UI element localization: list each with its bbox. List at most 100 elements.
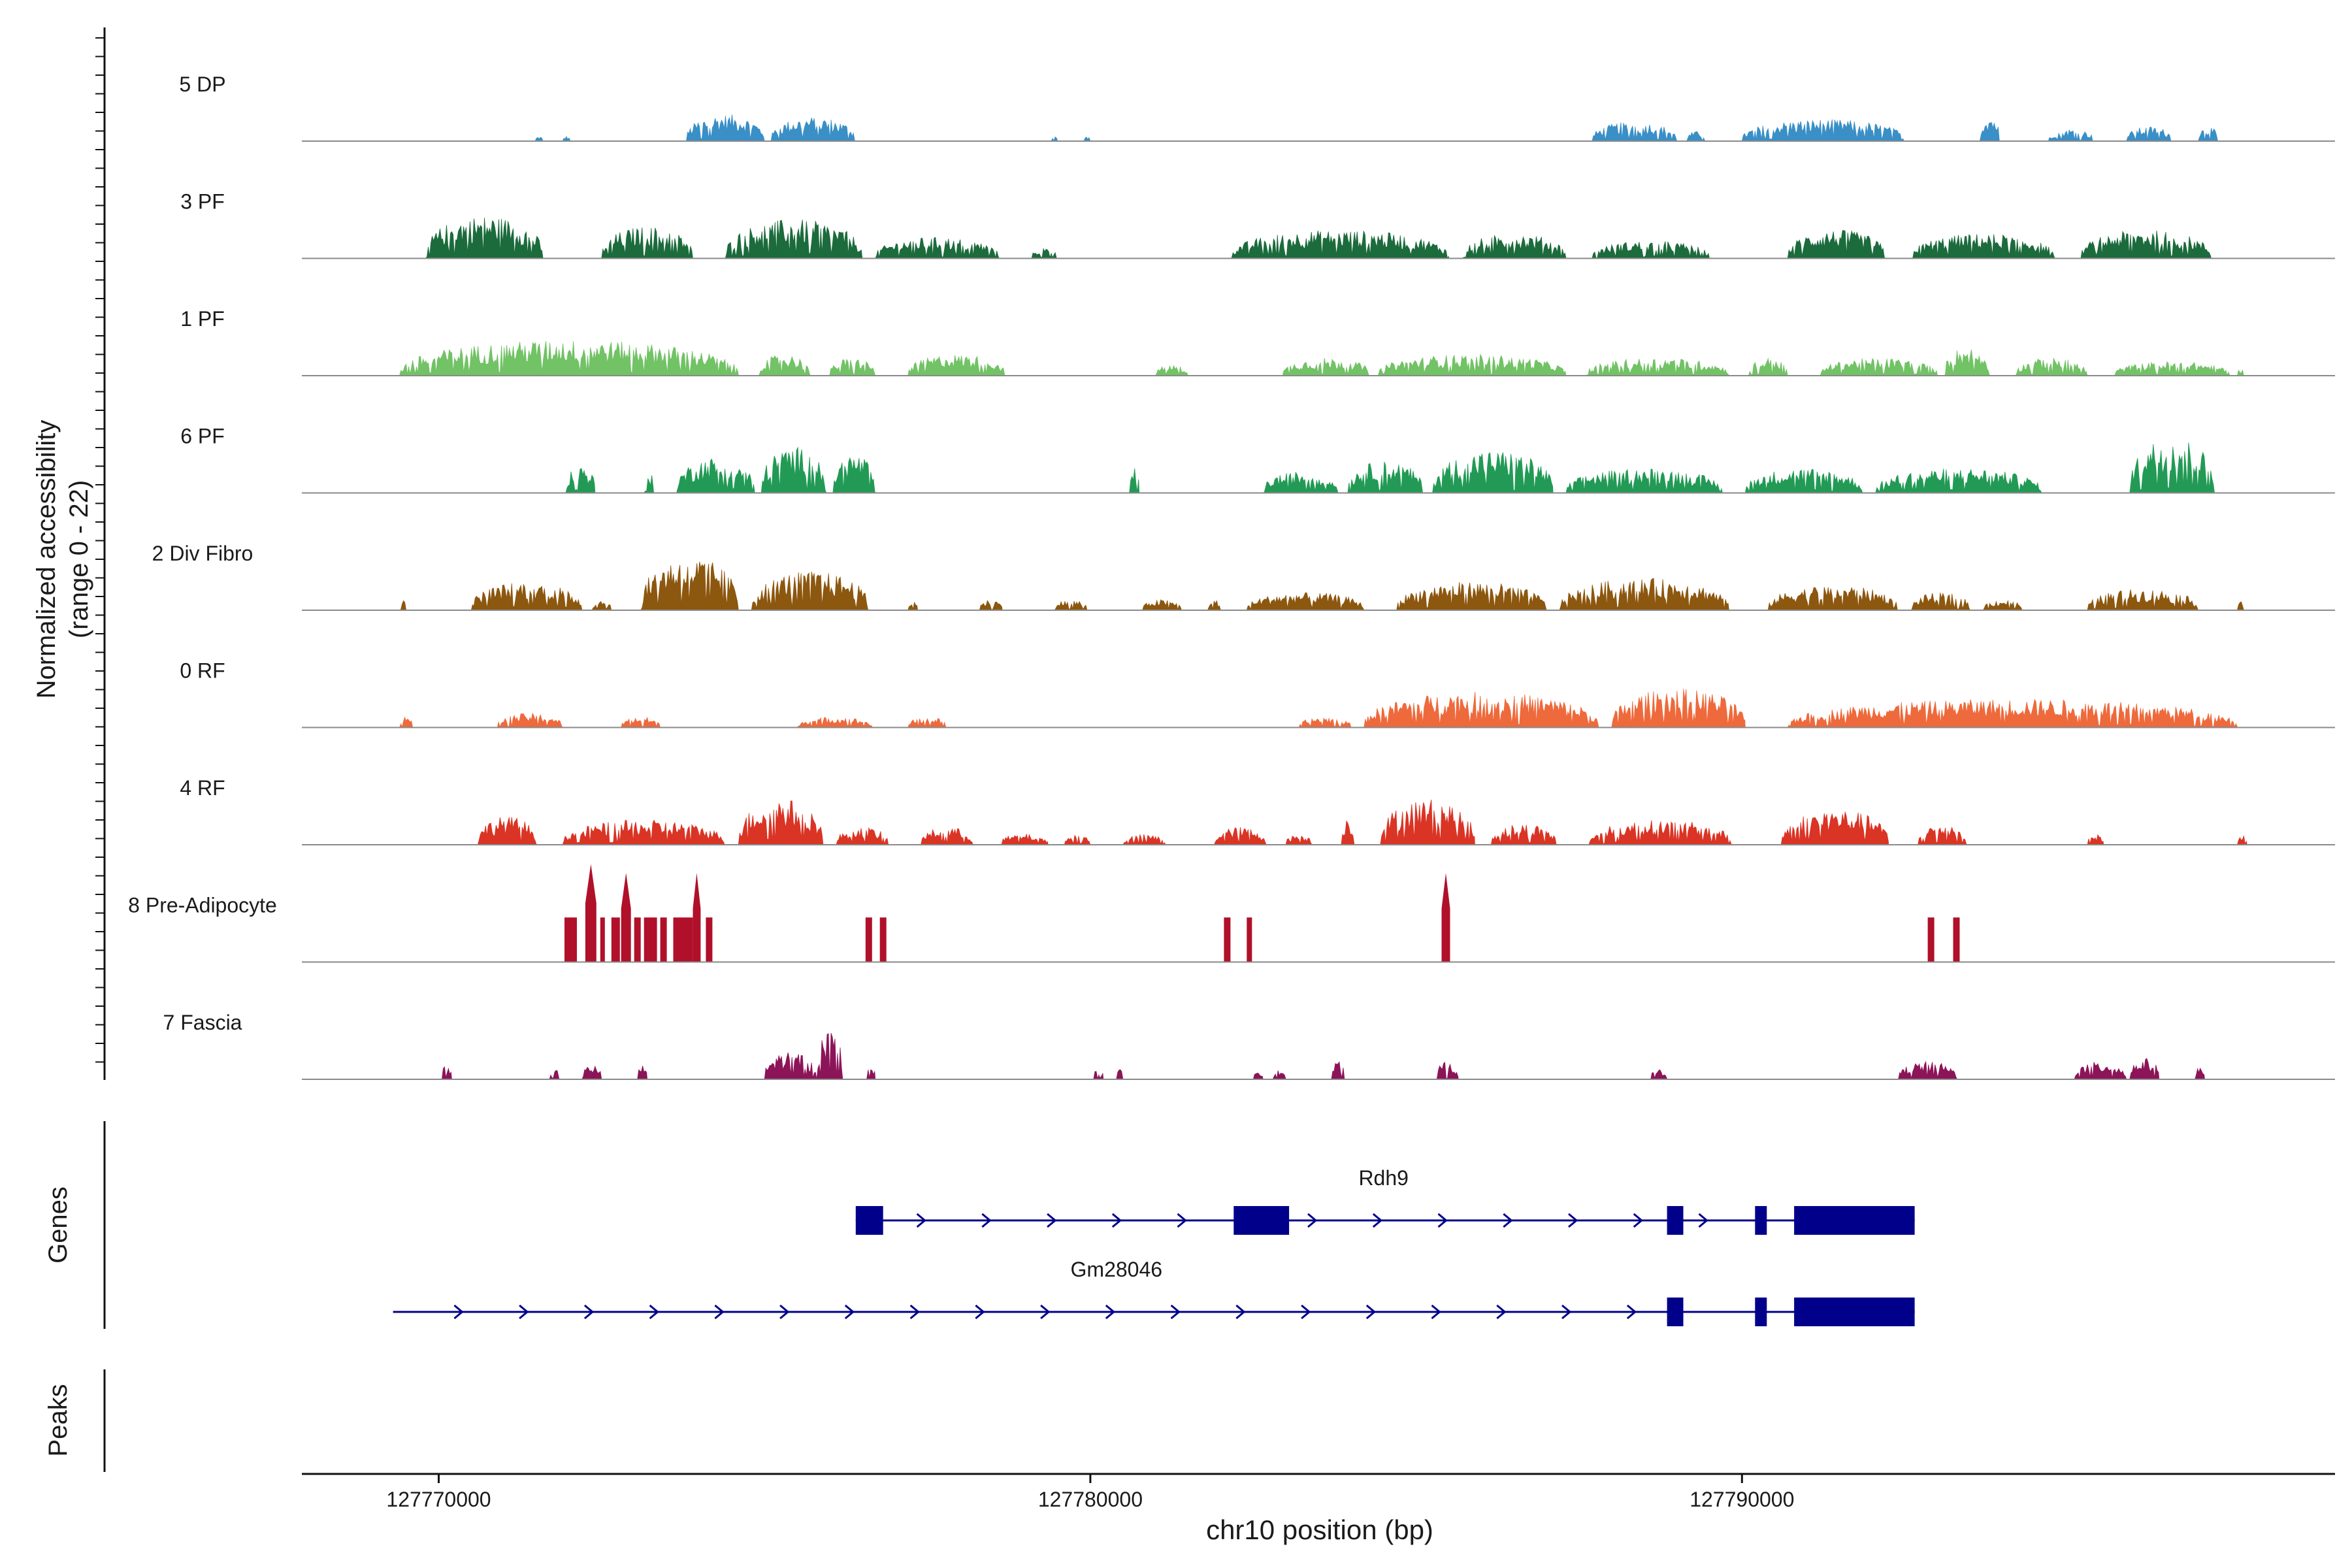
peaks-panel-label: Peaks [44, 1384, 73, 1456]
x-tick-label: 127770000 [386, 1488, 491, 1511]
y-axis-label-line1: Normalized accessibility [32, 420, 61, 699]
coverage-peak [441, 1066, 452, 1080]
strand-arrow-icon [1626, 1304, 1637, 1320]
strand-arrow-icon [1047, 1213, 1057, 1228]
genes-panel-label: Genes [44, 1186, 73, 1264]
coverage-peak [1298, 717, 1352, 728]
coverage-peak [1686, 131, 1707, 142]
coverage-peak [1331, 1061, 1345, 1080]
gene-exon [1667, 1206, 1684, 1235]
coverage-block [879, 917, 887, 962]
coverage-peak [1064, 834, 1091, 845]
strand-arrow-icon [1235, 1304, 1246, 1320]
coverage-peak [796, 717, 873, 728]
strand-arrow-icon [1431, 1304, 1441, 1320]
coverage-peak [2113, 361, 2231, 376]
coverage-peak [1129, 468, 1140, 493]
strand-arrow-icon [519, 1304, 529, 1320]
coverage-block [1247, 917, 1252, 962]
strand-arrow-icon [1301, 1304, 1311, 1320]
coverage-block [706, 917, 713, 962]
coverage-peak [565, 468, 596, 493]
coverage-peak [2015, 358, 2088, 376]
coverage-peak [637, 1066, 648, 1080]
track-label: 5 DP [179, 73, 225, 96]
coverage-peak [999, 833, 1049, 845]
coverage-peak [1918, 826, 1968, 845]
coverage-peak [1490, 825, 1557, 845]
coverage-peak [1272, 1070, 1286, 1080]
strand-arrow-icon [975, 1304, 985, 1320]
coverage-peak [621, 717, 661, 728]
coverage-peak [549, 1070, 560, 1080]
coverage-peak [399, 340, 739, 376]
track-5-dp: 5 DP [179, 73, 2335, 142]
track-label: 2 Div Fibro [152, 542, 253, 565]
coverage-peak [1396, 582, 1547, 611]
coverage-peak [497, 712, 563, 728]
coverage-peak [2197, 127, 2218, 142]
coverage-peak [725, 220, 863, 259]
coverage-block [600, 917, 605, 962]
coverage-peak [1031, 248, 1058, 259]
coverage-peak [1252, 1073, 1264, 1080]
coverage-peak [1246, 592, 1365, 611]
coverage-peak [1611, 689, 1746, 728]
coverage-peak [591, 600, 612, 611]
track-label: 0 RF [180, 659, 225, 683]
strand-arrow-icon [649, 1304, 659, 1320]
coverage-peak [1285, 836, 1313, 845]
gene-annotations: Rdh9 Gm28046 [393, 1166, 1915, 1326]
track-label: 7 Fascia [163, 1011, 242, 1034]
coverage-peak [562, 819, 726, 845]
coverage-block [865, 917, 872, 962]
coverage-peak [1911, 593, 1971, 611]
coverage-peak [1122, 834, 1166, 845]
coverage-peak [1585, 358, 1730, 376]
coverage-peak [1376, 353, 1567, 376]
coverage-peak [399, 600, 407, 611]
strand-arrow-icon [779, 1304, 790, 1320]
strand-arrow-icon [1365, 1304, 1377, 1320]
gene-exon [1794, 1298, 1915, 1326]
gene-rdh9: Rdh9 [855, 1166, 1915, 1235]
gene-exon [1667, 1298, 1684, 1326]
gene-exon [855, 1206, 883, 1235]
coverage-peak [865, 1069, 876, 1080]
coverage-peak [907, 355, 1007, 376]
coverage-peak [686, 114, 765, 142]
coverage-peak [1982, 600, 2023, 611]
x-axis-ticks: 127770000 127780000 127790000 [386, 1474, 1794, 1511]
coverage-peak [836, 826, 889, 845]
gene-exon [1794, 1206, 1915, 1235]
coverage-block [621, 873, 631, 962]
coverage-peak [1787, 230, 1886, 259]
coverage-peak [1093, 1071, 1104, 1080]
coverage-peak [1432, 452, 1554, 493]
coverage-block [1441, 873, 1450, 962]
coverage-block [1927, 917, 1935, 962]
track-8-pre-adipocyte: 8 Pre-Adipocyte [128, 864, 2335, 963]
strand-arrow-icon [1170, 1304, 1181, 1320]
coverage-peak [1911, 234, 2055, 259]
coverage-block [1224, 917, 1231, 962]
gene-exon [1755, 1206, 1767, 1235]
coverage-peak [764, 1052, 817, 1080]
coverage-peak [1744, 468, 1863, 493]
coverage-peak [2236, 601, 2244, 611]
coverage-peak [1054, 600, 1088, 611]
strand-arrow-icon [1698, 1213, 1708, 1228]
gene-label: Rdh9 [1358, 1166, 1409, 1190]
strand-arrow-icon [1437, 1213, 1448, 1228]
coverage-peak [1347, 461, 1424, 493]
gene-label: Gm28046 [1071, 1258, 1163, 1281]
x-tick-label: 127790000 [1690, 1488, 1794, 1511]
coverage-peak [2087, 589, 2199, 611]
coverage-peak [1559, 578, 1729, 611]
coverage-peak [979, 600, 1003, 611]
coverage-peak [676, 458, 755, 493]
coverage-peak [875, 237, 1000, 259]
coverage-peak [1592, 241, 1710, 259]
coverage-peak [1435, 1061, 1459, 1080]
